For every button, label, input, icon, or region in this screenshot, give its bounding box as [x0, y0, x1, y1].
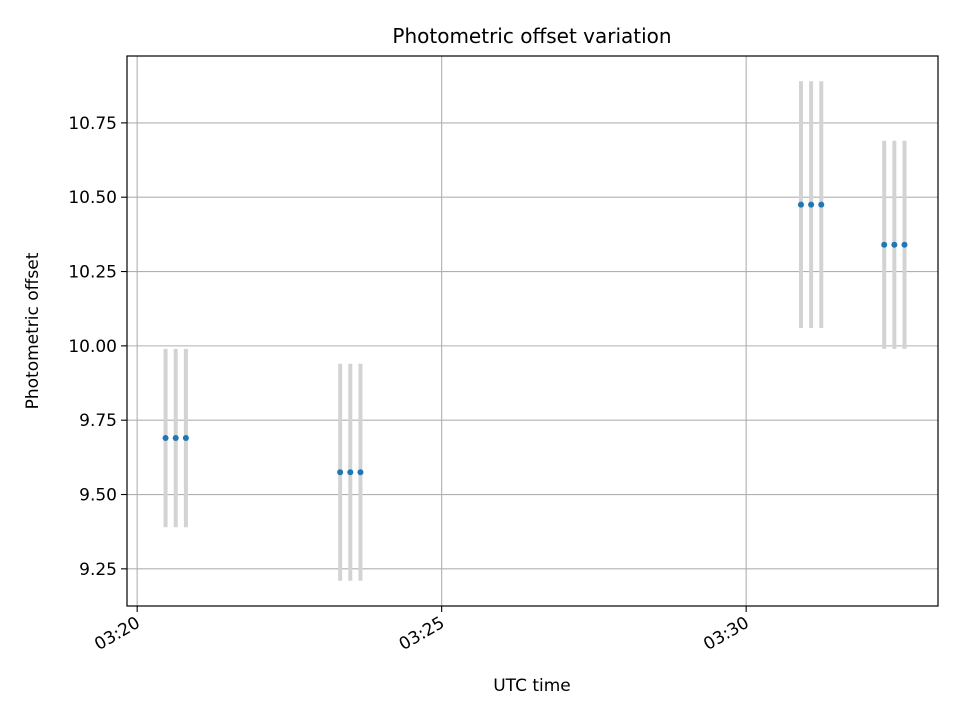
plot-area: [127, 56, 938, 606]
y-tick-label: 10.50: [68, 188, 117, 208]
chart-title: Photometric offset variation: [392, 24, 671, 48]
data-point-3: [337, 469, 344, 476]
data-point-0: [162, 435, 169, 442]
plot-frame: [126, 55, 939, 607]
y-tick-label: 10.25: [68, 263, 117, 283]
data-point-2: [182, 435, 189, 442]
data-point-4: [347, 469, 354, 476]
y-tick-label: 9.50: [79, 486, 117, 506]
y-tick-label: 9.75: [79, 411, 117, 431]
y-axis-ticks: 9.25 9.50 9.75 10.00 10.25 10.50 10.75: [68, 114, 127, 580]
data-point-6: [797, 201, 804, 208]
data-point-10: [891, 241, 898, 248]
y-tick-label: 10.75: [68, 114, 117, 134]
data-point-5: [357, 469, 364, 476]
data-point-7: [808, 201, 815, 208]
data-point-11: [901, 241, 908, 248]
y-tick-label: 10.00: [68, 337, 117, 357]
data-points: [162, 201, 908, 476]
data-point-8: [818, 201, 825, 208]
x-axis-label: UTC time: [493, 676, 571, 696]
y-tick-label: 9.25: [79, 560, 117, 580]
data-point-9: [881, 241, 888, 248]
y-axis-label: Photometric offset: [23, 252, 43, 409]
data-point-1: [172, 435, 179, 442]
